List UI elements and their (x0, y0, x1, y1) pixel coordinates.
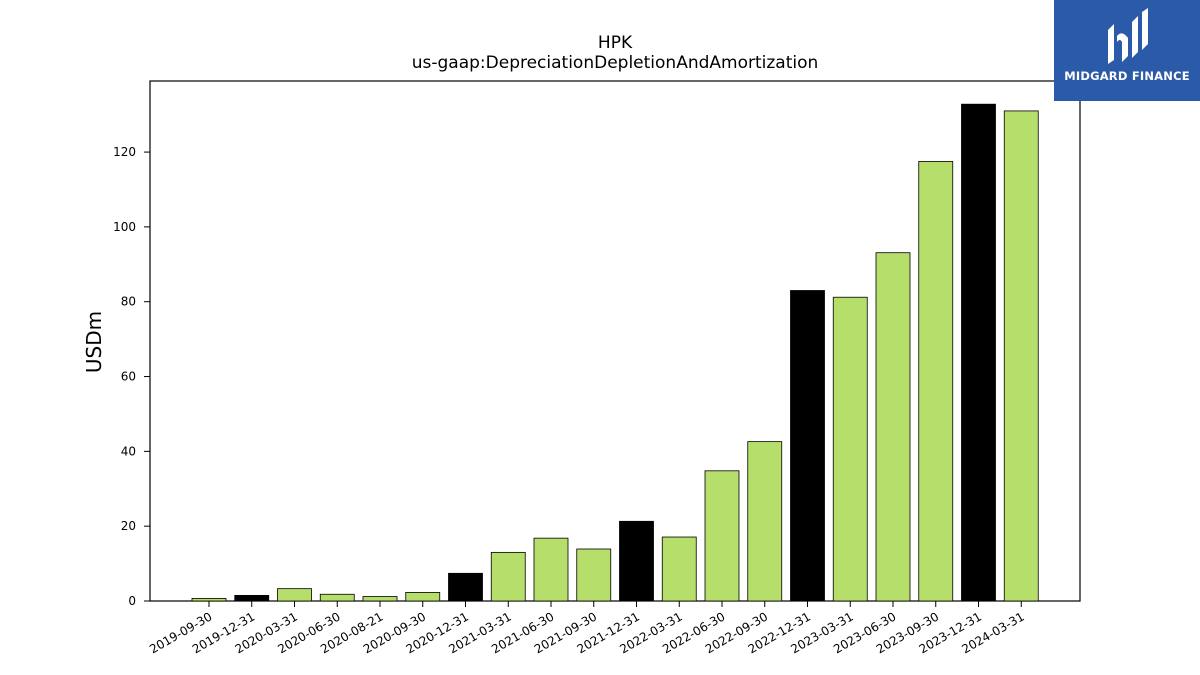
bar-2020-08-21 (362, 596, 398, 602)
bar-2019-09-30 (191, 597, 227, 602)
bar-2023-03-31 (832, 296, 868, 602)
chart-subtitle: us-gaap:DepreciationDepletionAndAmortiza… (412, 53, 819, 73)
y-tick-label: 120 (113, 145, 136, 159)
x-axis: 2019-09-302019-12-312020-03-312020-06-30… (147, 601, 1027, 656)
y-axis: 0 20 40 60 80 100 120 (113, 145, 150, 608)
bar-2023-06-30 (875, 252, 911, 602)
logo-text: MIDGARD FINANCE (1064, 69, 1190, 83)
bar-2020-12-31 (448, 572, 483, 602)
bar-2022-09-30 (747, 441, 783, 602)
bar-2021-09-30 (576, 548, 612, 602)
bar-2022-03-31 (661, 536, 697, 602)
bar-2021-12-31 (619, 520, 654, 602)
bar-2020-03-31 (277, 588, 312, 602)
bar-2023-12-31 (961, 103, 996, 602)
brand-logo: MIDGARD FINANCE (1054, 0, 1200, 101)
bar-2021-06-30 (533, 537, 569, 602)
bar-2023-09-30 (918, 161, 954, 602)
bar-2020-06-30 (319, 593, 355, 602)
plot-area-frame (149, 80, 1081, 602)
bar-2024-03-31 (1003, 110, 1039, 602)
y-tick-label: 60 (121, 370, 136, 384)
chart-title: HPK (598, 33, 633, 53)
bar-2020-09-30 (405, 592, 441, 602)
logo-mark-icon (1108, 8, 1148, 64)
y-tick-label: 40 (121, 444, 136, 458)
bar-2019-12-31 (234, 594, 270, 602)
y-tick-label: 80 (121, 295, 136, 309)
y-tick-label: 20 (121, 519, 136, 533)
y-axis-label: USDm (82, 311, 106, 373)
bars-group (191, 103, 1039, 602)
bar-2022-12-31 (790, 290, 825, 602)
y-tick-label: 0 (128, 594, 136, 608)
bar-2022-06-30 (704, 470, 740, 602)
y-tick-label: 100 (113, 220, 136, 234)
bar-2021-03-31 (490, 551, 526, 602)
